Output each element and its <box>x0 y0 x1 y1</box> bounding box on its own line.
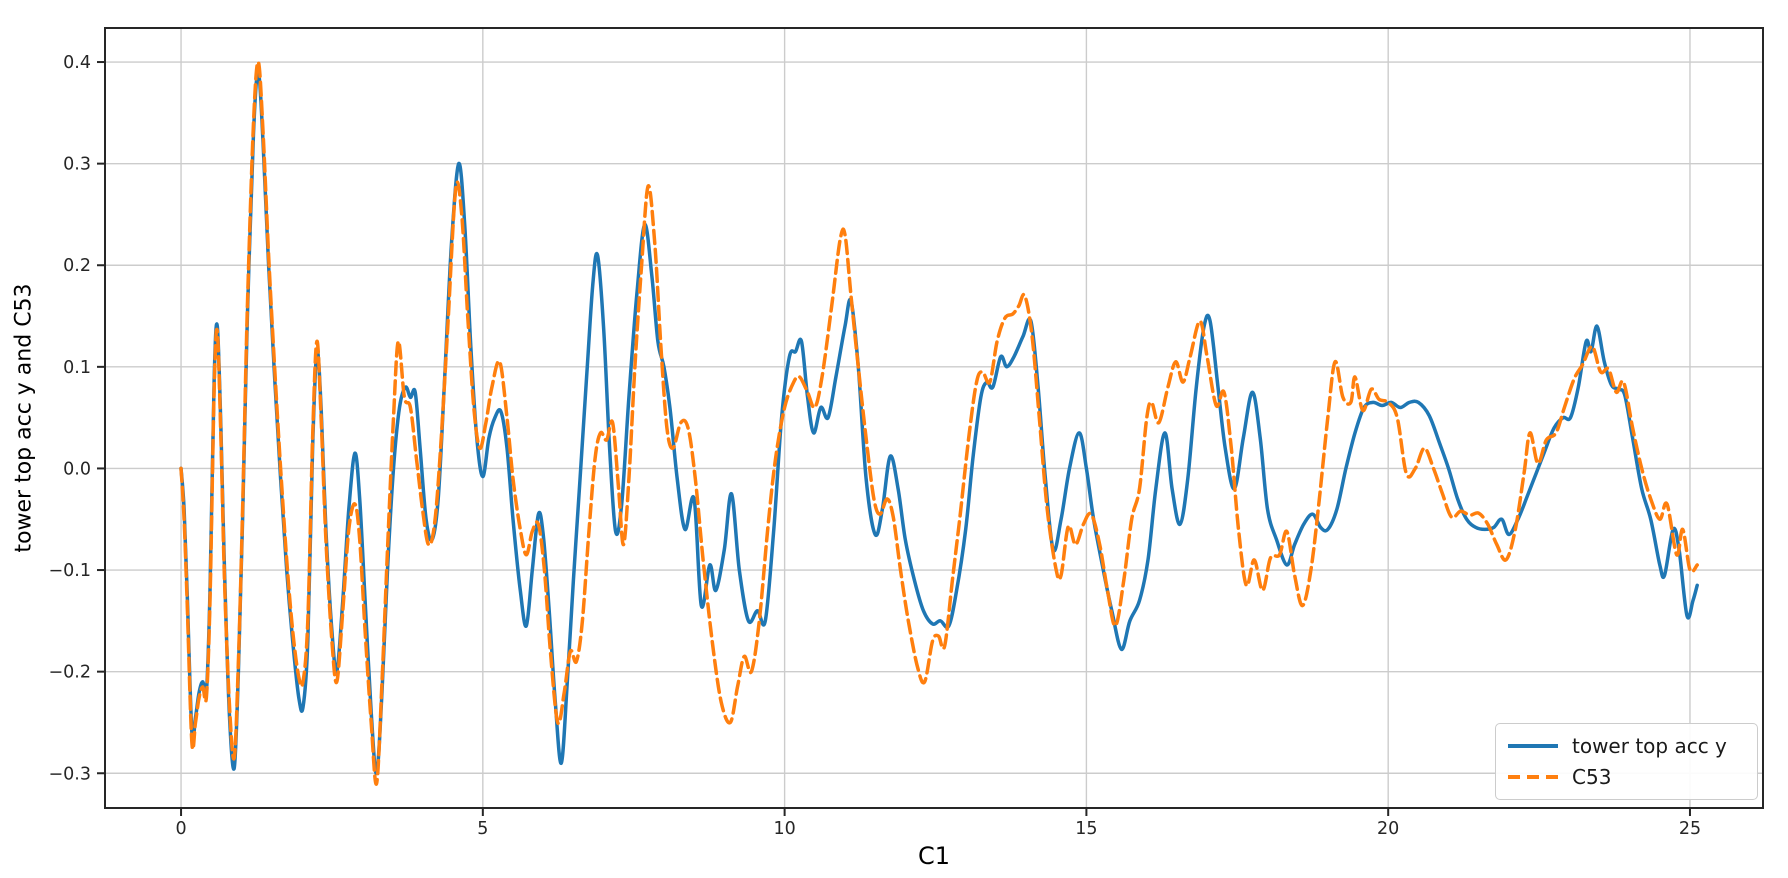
y-axis-label: tower top acc y and C53 <box>11 283 37 553</box>
plot-border <box>104 27 1764 809</box>
legend-label-tower-top-acc-y: tower top acc y <box>1572 734 1727 758</box>
x-tick-label: 5 <box>477 819 488 839</box>
x-tick-label: 25 <box>1679 819 1701 839</box>
x-tick-label: 0 <box>175 819 186 839</box>
x-tick-label: 20 <box>1377 819 1399 839</box>
y-tick-label: −0.3 <box>49 764 92 784</box>
series-line-c53 <box>179 60 1699 786</box>
legend-solid-line-sample <box>1508 744 1558 748</box>
y-tick-label: 0.4 <box>63 53 91 73</box>
x-tick-label: 15 <box>1075 819 1097 839</box>
legend-label-c53: C53 <box>1572 765 1612 789</box>
y-tick-label: −0.1 <box>49 561 92 581</box>
series-line-tower-top-acc-y <box>179 70 1699 776</box>
y-tick-label: 0.0 <box>63 459 91 479</box>
x-axis-label: C1 <box>917 842 951 870</box>
y-tick-label: 0.2 <box>63 256 91 276</box>
y-tick-label: 0.3 <box>63 155 91 175</box>
legend: tower top acc y C53 <box>1495 723 1758 800</box>
y-tick-label: 0.1 <box>63 358 91 378</box>
x-tick-label: 10 <box>773 819 795 839</box>
y-tick-label: −0.2 <box>49 663 92 683</box>
legend-item-tower-top-acc-y: tower top acc y <box>1508 734 1745 758</box>
legend-item-c53: C53 <box>1508 765 1745 789</box>
legend-dashed-line-sample <box>1508 775 1558 779</box>
